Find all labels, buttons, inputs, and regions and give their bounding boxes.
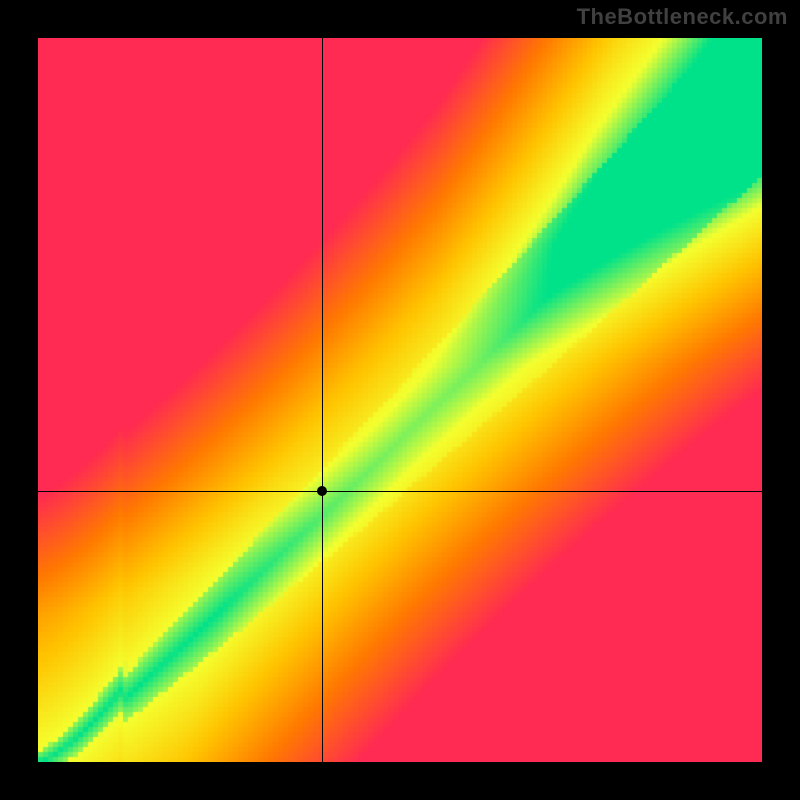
watermark-text: TheBottleneck.com (577, 4, 788, 30)
heatmap-canvas (38, 38, 762, 762)
chart-frame: TheBottleneck.com (0, 0, 800, 800)
crosshair-marker (317, 486, 327, 496)
crosshair-vertical (322, 38, 323, 762)
heatmap-plot (38, 38, 762, 762)
crosshair-horizontal (38, 491, 762, 492)
